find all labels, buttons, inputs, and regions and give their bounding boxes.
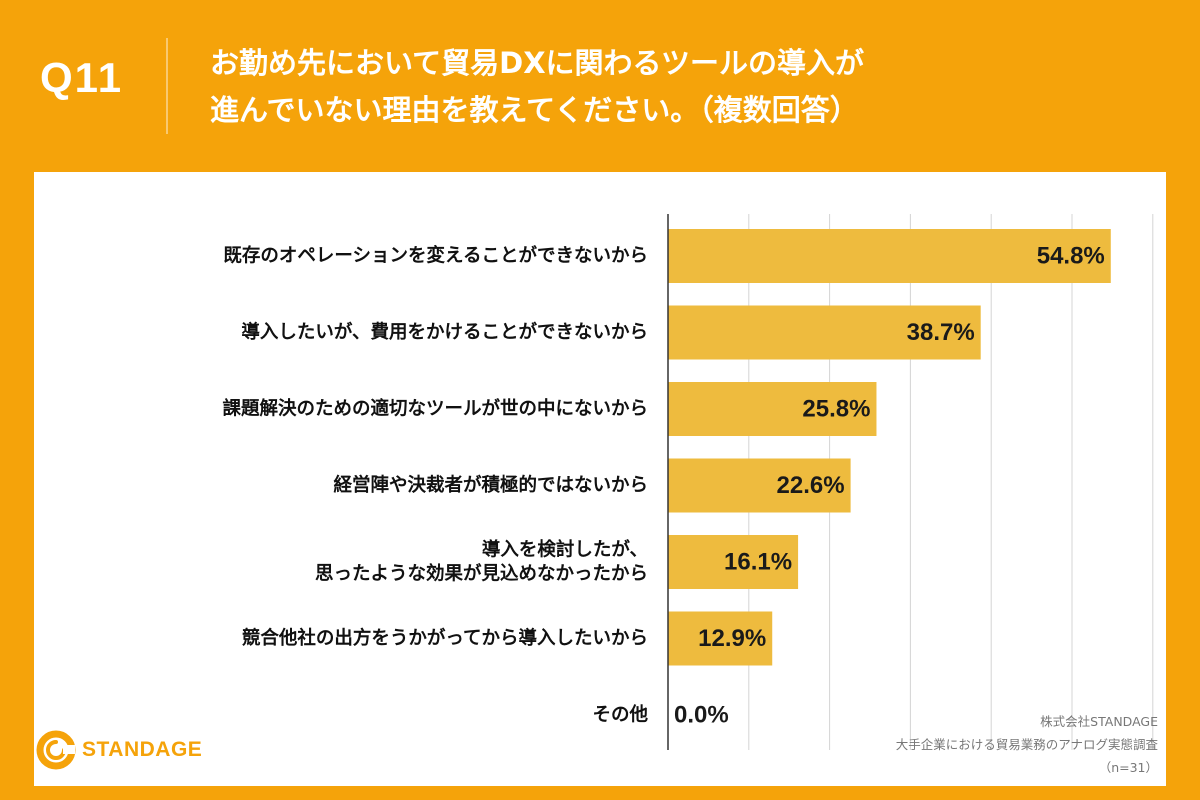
question-number: Q11	[40, 54, 124, 101]
category-label: 競合他社の出方をうかがってから導入したいから	[242, 627, 648, 649]
source-line: 大手企業における貿易業務のアナログ実態調査	[895, 737, 1158, 752]
category-label: 思ったような効果が見込めなかったから	[315, 563, 648, 585]
category-label: 既存のオペレーションを変えることができないから	[223, 245, 648, 267]
bar	[668, 611, 773, 666]
source-line: （n=31）	[1098, 760, 1158, 775]
data-label: 0.0%	[674, 702, 729, 729]
source-line: 株式会社STANDAGE	[1040, 714, 1158, 729]
source-note: 株式会社STANDAGE 大手企業における貿易業務のアナログ実態調査 （n=31…	[896, 710, 1158, 779]
bar-chart: 54.8% 既存のオペレーションを変えることができないから 38.7% 導入したいが、…	[222, 214, 1154, 750]
data-label: 22.6%	[777, 472, 845, 499]
category-label: 経営陣や決裁者が積極的ではないから	[333, 474, 648, 496]
category-label: 課題解決のための適切なツールが世の中にないから	[222, 398, 648, 420]
chart-title: お勤め先において貿易DXに関わるツールの導入が 進んでいない理由を教えてください…	[210, 40, 1150, 134]
data-label: 16.1%	[724, 549, 792, 576]
bar	[668, 535, 799, 589]
bar	[668, 305, 981, 360]
standage-logo-icon	[36, 730, 76, 770]
data-label: 54.8%	[1037, 243, 1105, 270]
data-label: 38.7%	[907, 319, 975, 346]
bar	[668, 229, 1111, 283]
header-divider	[166, 38, 168, 134]
category-label: その他	[592, 704, 648, 726]
chart-panel: 54.8% 既存のオペレーションを変えることができないから 38.7% 導入したいが、…	[34, 172, 1166, 786]
bar	[668, 458, 851, 513]
logo-text: STANDAGE	[82, 738, 203, 761]
category-label: 導入したいが、費用をかけることができないから	[241, 321, 648, 343]
title-line: 進んでいない理由を教えてください。（複数回答）	[210, 93, 859, 127]
data-label: 12.9%	[698, 625, 766, 652]
data-label: 25.8%	[802, 396, 870, 423]
title-line: お勤め先において貿易DXに関わるツールの導入が	[210, 46, 864, 80]
bar	[668, 382, 877, 436]
category-label: 導入を検討したが、	[482, 539, 648, 561]
standage-logo: STANDAGE	[36, 730, 202, 770]
